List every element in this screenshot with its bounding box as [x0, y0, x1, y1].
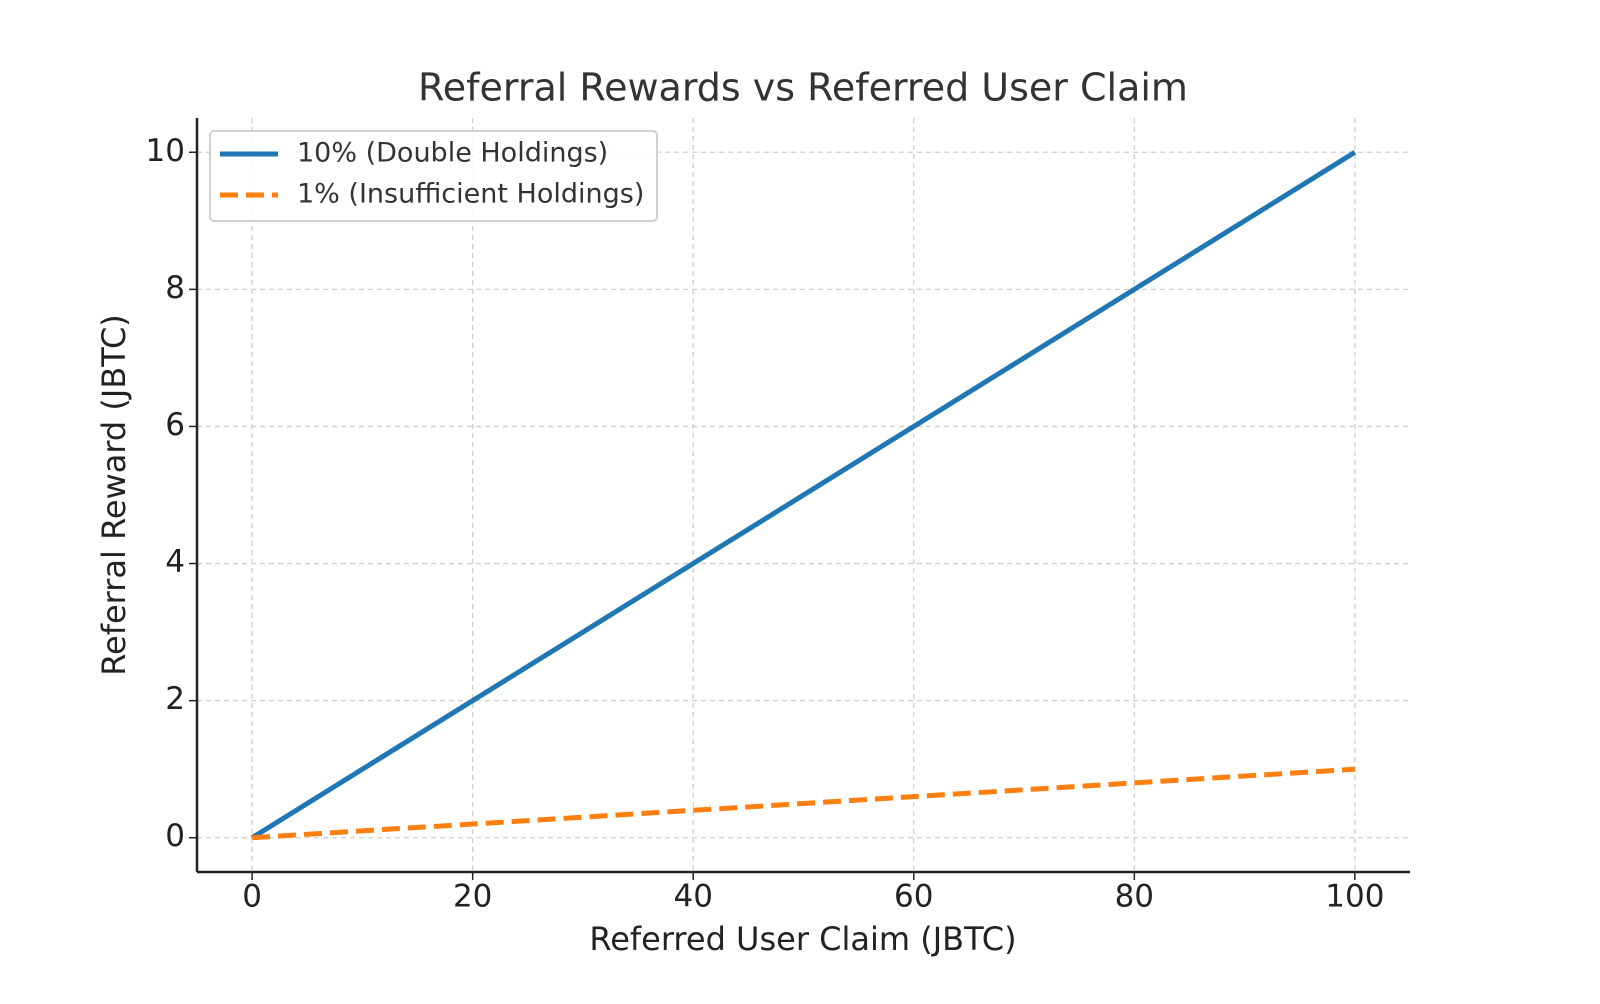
y-tick-label: 0	[165, 818, 185, 854]
x-tick-label: 40	[674, 879, 713, 915]
y-tick-label: 6	[165, 407, 185, 443]
x-tick-label: 60	[894, 879, 933, 915]
x-tick-label: 80	[1115, 879, 1154, 915]
y-axis-label: Referral Reward (JBTC)	[95, 314, 133, 676]
x-tick-label: 100	[1325, 879, 1384, 915]
legend-label: 10% (Double Holdings)	[297, 138, 608, 169]
chart-title: Referral Rewards vs Referred User Claim	[418, 66, 1188, 110]
y-tick-label: 10	[146, 133, 185, 169]
data-line	[251, 766, 1356, 841]
data-line	[250, 150, 1357, 840]
y-tick-label: 2	[165, 681, 185, 717]
x-tick-label: 0	[242, 879, 262, 915]
y-tick-label: 4	[165, 544, 185, 580]
x-tick-label: 20	[453, 879, 492, 915]
y-tick-label: 8	[165, 270, 185, 306]
legend-box	[209, 130, 658, 222]
legend-label: 1% (Insufficient Holdings)	[297, 179, 644, 210]
x-axis-label: Referred User Claim (JBTC)	[589, 920, 1016, 958]
